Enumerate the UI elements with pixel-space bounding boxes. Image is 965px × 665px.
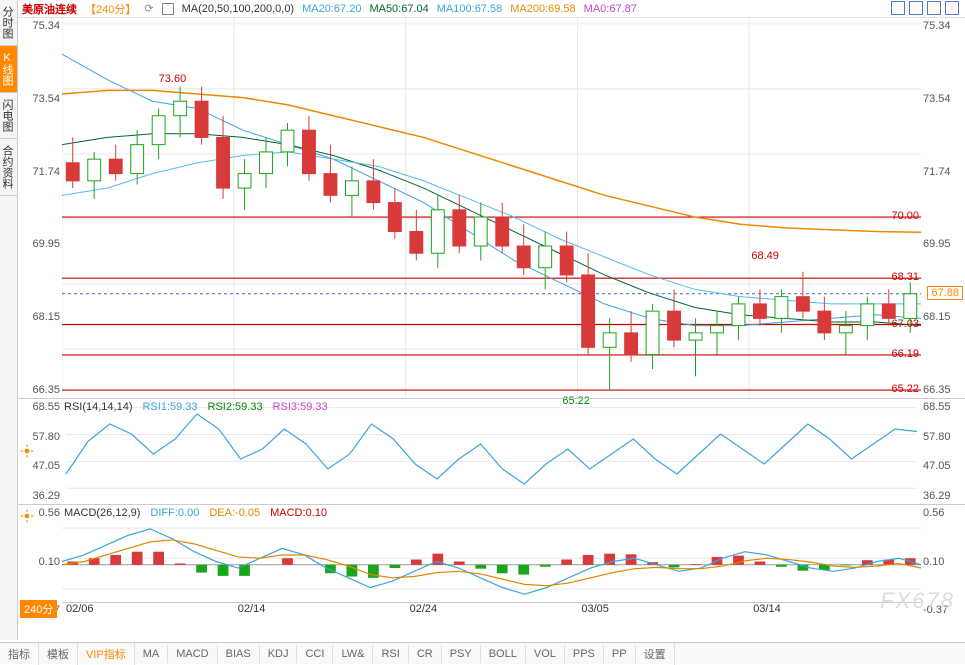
chart-header: 美原油连续 【240分】 ⟳ MA(20,50,100,200,0,0) MA2…	[18, 0, 965, 18]
sidebar-tab[interactable]: 闪电图	[0, 93, 17, 139]
indicator-tab[interactable]: 设置	[636, 643, 675, 665]
indicator-tab[interactable]: PSY	[442, 645, 481, 663]
sidebar-tab[interactable]: 分时图	[0, 0, 17, 46]
price-axis-right: 75.3473.5471.7469.9568.1566.35	[921, 18, 965, 398]
left-sidebar: 分时图K线图闪电图合约资料	[0, 0, 18, 640]
indicator-tab[interactable]: VIP指标	[78, 643, 135, 665]
diff-value: DIFF:0.00	[150, 507, 199, 519]
timeframe-badge: 240分	[20, 600, 57, 618]
rsi-axis-right: 68.5557.8047.0536.29	[921, 399, 965, 504]
indicator-tab[interactable]: MACD	[168, 645, 217, 663]
indicator-tab[interactable]: 模板	[39, 643, 78, 665]
level-label: 66.19	[891, 348, 919, 360]
level-label: 68.31	[891, 271, 919, 283]
timeframe-label: 【240分】	[85, 1, 136, 17]
macd-header: MACD(26,12,9) DIFF:0.00 DEA:-0.05 MACD:0…	[64, 507, 327, 519]
price-panel[interactable]: 75.3473.5471.7469.9568.1566.35 75.3473.5…	[18, 18, 965, 398]
macd-value: MACD:0.10	[270, 507, 327, 519]
rsi2-value: RSI2:59.33	[208, 401, 263, 413]
macd-panel[interactable]: MACD(26,12,9) DIFF:0.00 DEA:-0.05 MACD:0…	[18, 504, 965, 618]
indicator-tab[interactable]: 指标	[0, 643, 39, 665]
rsi-params: RSI(14,14,14)	[64, 401, 132, 413]
ma100-label: MA100:67.58	[437, 3, 502, 15]
symbol-name: 美原油连续	[22, 1, 77, 17]
ma20-label: MA20:67.20	[302, 3, 361, 15]
rsi1-value: RSI1:59.33	[142, 401, 197, 413]
indicator-tab[interactable]: MA	[135, 645, 169, 663]
ma200-label: MA200:69.58	[510, 3, 575, 15]
level-label: 67.03	[891, 318, 919, 330]
dea-value: DEA:-0.05	[209, 507, 260, 519]
tool-icon-2[interactable]	[909, 1, 923, 15]
ma0-label: MA0:67.87	[584, 3, 637, 15]
time-axis: 02/0602/1402/2403/0503/14	[62, 602, 921, 618]
indicator-tab[interactable]: VOL	[526, 645, 565, 663]
indicator-tab[interactable]: KDJ	[260, 645, 298, 663]
indicator-toggle-icon[interactable]	[162, 3, 174, 15]
indicator-tab[interactable]: BOLL	[481, 645, 526, 663]
last-price-tag: 67.88	[927, 286, 963, 300]
indicator-tab[interactable]: CR	[409, 645, 442, 663]
macd-axis-right: 0.560.10-0.37	[921, 505, 965, 618]
indicator-tab[interactable]: RSI	[373, 645, 408, 663]
refresh-icon[interactable]: ⟳	[144, 2, 153, 15]
tool-icon-1[interactable]	[891, 1, 905, 15]
indicator-tab[interactable]: LW&	[333, 645, 373, 663]
macd-params: MACD(26,12,9)	[64, 507, 140, 519]
rsi-panel[interactable]: RSI(14,14,14) RSI1:59.33 RSI2:59.33 RSI3…	[18, 398, 965, 504]
indicator-tab[interactable]: CCI	[297, 645, 333, 663]
price-annotation: 73.60	[159, 73, 187, 85]
indicator-tab[interactable]: PP	[604, 645, 636, 663]
rsi-axis-left: 68.5557.8047.0536.29	[18, 399, 62, 504]
level-label: 65.22	[891, 383, 919, 395]
indicator-tab[interactable]: PPS	[565, 645, 604, 663]
rsi-header: RSI(14,14,14) RSI1:59.33 RSI2:59.33 RSI3…	[64, 401, 328, 413]
tool-icon-4[interactable]	[945, 1, 959, 15]
level-label: 70.00	[891, 210, 919, 222]
sidebar-tab[interactable]: K线图	[0, 46, 17, 93]
rsi3-value: RSI3:59.33	[273, 401, 328, 413]
rsi-plot[interactable]	[62, 399, 921, 504]
indicator-tab[interactable]: BIAS	[218, 645, 260, 663]
price-axis-left: 75.3473.5471.7469.9568.1566.35	[18, 18, 62, 398]
ma-params: MA(20,50,100,200,0,0)	[182, 3, 295, 15]
tool-icon-3[interactable]	[927, 1, 941, 15]
sidebar-tab[interactable]: 合约资料	[0, 139, 17, 196]
price-annotation: 68.49	[751, 250, 779, 262]
ma50-label: MA50:67.04	[369, 3, 428, 15]
price-plot[interactable]	[62, 18, 921, 398]
indicator-tabs: 指标模板VIP指标MAMACDBIASKDJCCILW&RSICRPSYBOLL…	[0, 642, 965, 664]
